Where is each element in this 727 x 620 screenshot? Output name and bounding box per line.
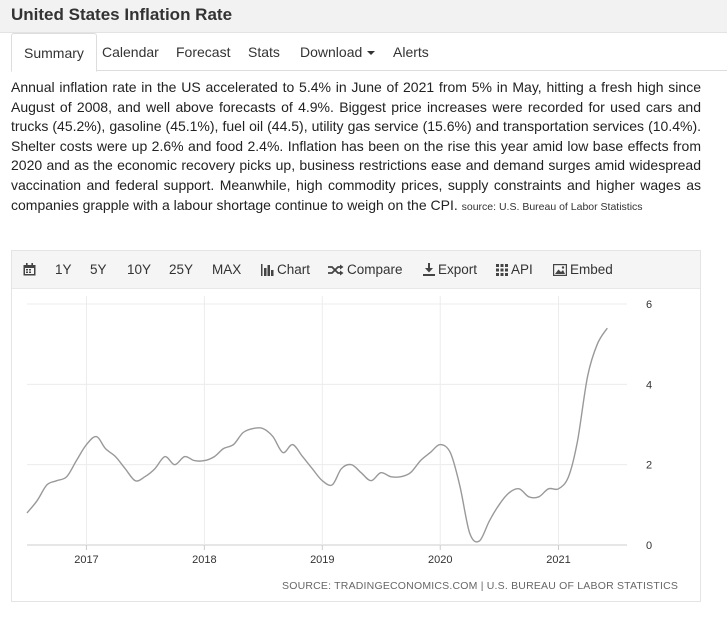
image-icon xyxy=(552,263,568,277)
y-tick-label: 0 xyxy=(646,540,652,552)
tab-download[interactable]: Download xyxy=(300,33,376,71)
summary-source: source: U.S. Bureau of Labor Statistics xyxy=(461,200,643,213)
range-25y-button[interactable]: 25Y xyxy=(169,262,194,277)
export-button[interactable]: Export xyxy=(423,251,477,289)
tab-summary[interactable]: Summary xyxy=(11,33,97,72)
x-tick-label: 2019 xyxy=(310,554,334,566)
api-button-label: API xyxy=(511,262,533,277)
download-icon xyxy=(423,263,435,276)
inflation-line-chart: 0 2 4 6 2017 2018 2019 2020 2021 SOURCE: TRADING… xyxy=(26,296,678,592)
summary-paragraph: Annual inflation rate in the US accelera… xyxy=(11,78,701,217)
range-5y-button[interactable]: 5Y xyxy=(90,262,107,277)
grid-icon xyxy=(496,264,508,276)
tab-calendar[interactable]: Calendar xyxy=(102,44,159,60)
shuffle-icon xyxy=(328,264,344,276)
tab-bar: Summary Calendar Forecast Stats Download… xyxy=(11,33,727,72)
chart-axes: 0 2 4 6 2017 2018 2019 2020 2021 xyxy=(74,299,652,566)
chart-toolbar: 1Y 5Y 10Y 25Y MAX Chart Compare Export A… xyxy=(12,251,700,289)
tab-stats[interactable]: Stats xyxy=(248,44,280,60)
chart-gridlines xyxy=(27,296,627,546)
y-tick-label: 2 xyxy=(646,460,652,472)
tab-alerts[interactable]: Alerts xyxy=(393,44,429,60)
x-tick-label: 2017 xyxy=(74,554,98,566)
embed-button[interactable]: Embed xyxy=(552,251,613,289)
embed-button-label: Embed xyxy=(570,262,613,277)
chart-button-label: Chart xyxy=(277,262,311,277)
export-button-label: Export xyxy=(438,262,478,277)
summary-text: Annual inflation rate in the US accelera… xyxy=(11,79,701,213)
compare-button[interactable]: Compare xyxy=(328,251,403,289)
compare-button-label: Compare xyxy=(347,262,403,277)
y-tick-label: 4 xyxy=(646,379,652,391)
y-tick-label: 6 xyxy=(646,299,652,311)
tab-download-label: Download xyxy=(300,44,363,60)
range-max-button[interactable]: MAX xyxy=(212,262,242,277)
chart-panel: 1Y 5Y 10Y 25Y MAX Chart Compare Export A… xyxy=(11,250,701,602)
chevron-down-icon xyxy=(367,51,376,56)
tab-forecast[interactable]: Forecast xyxy=(176,44,231,60)
range-1y-button[interactable]: 1Y xyxy=(55,262,72,277)
range-10y-button[interactable]: 10Y xyxy=(127,262,152,277)
x-tick-label: 2021 xyxy=(546,554,570,566)
chart-button[interactable]: Chart xyxy=(261,251,310,289)
title-bar: United States Inflation Rate xyxy=(0,0,727,33)
x-tick-label: 2018 xyxy=(192,554,216,566)
calendar-icon[interactable] xyxy=(23,251,39,289)
api-button[interactable]: API xyxy=(496,251,533,289)
page-title: United States Inflation Rate xyxy=(11,5,233,24)
x-tick-label: 2020 xyxy=(428,554,452,566)
bar-chart-icon xyxy=(261,264,274,276)
inflation-series-line xyxy=(26,327,608,543)
chart-source-label: SOURCE: TRADINGECONOMICS.COM | U.S. BURE… xyxy=(282,580,678,592)
